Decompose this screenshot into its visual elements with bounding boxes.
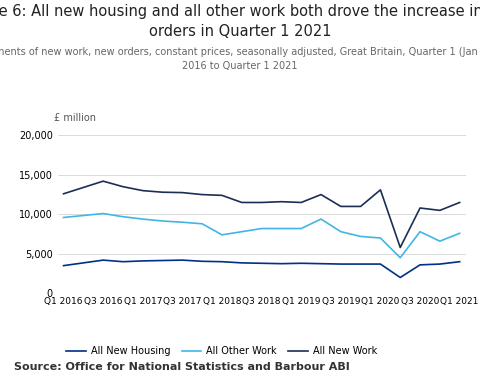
All New Housing bbox=[259, 261, 264, 265]
All Other Work bbox=[81, 213, 86, 218]
All New Work bbox=[180, 190, 185, 195]
Text: 2016 to Quarter 1 2021: 2016 to Quarter 1 2021 bbox=[182, 61, 298, 71]
All Other Work bbox=[417, 229, 423, 234]
All New Housing bbox=[239, 261, 245, 265]
All Other Work bbox=[278, 226, 284, 231]
All Other Work bbox=[259, 226, 264, 231]
All New Housing bbox=[219, 259, 225, 264]
All New Housing bbox=[160, 258, 166, 263]
All New Work bbox=[378, 188, 384, 192]
All New Work bbox=[100, 179, 106, 183]
All New Housing bbox=[120, 259, 126, 264]
All Other Work bbox=[299, 226, 304, 231]
All New Housing bbox=[437, 262, 443, 266]
All New Work bbox=[397, 245, 403, 250]
All New Work bbox=[120, 184, 126, 189]
All Other Work bbox=[397, 256, 403, 260]
Line: All New Work: All New Work bbox=[63, 181, 460, 247]
All Other Work bbox=[239, 229, 245, 234]
All New Housing bbox=[180, 258, 185, 262]
All Other Work bbox=[100, 211, 106, 216]
All New Housing bbox=[199, 259, 205, 264]
All New Housing bbox=[60, 263, 66, 268]
All New Work bbox=[239, 200, 245, 205]
All New Work bbox=[259, 200, 264, 205]
Text: Components of new work, new orders, constant prices, seasonally adjusted, Great : Components of new work, new orders, cons… bbox=[0, 47, 480, 57]
All New Work bbox=[338, 204, 344, 209]
Text: orders in Quarter 1 2021: orders in Quarter 1 2021 bbox=[149, 24, 331, 39]
All Other Work bbox=[378, 236, 384, 240]
All New Housing bbox=[81, 261, 86, 265]
All New Work bbox=[318, 192, 324, 197]
Text: Source: Office for National Statistics and Barbour ABI: Source: Office for National Statistics a… bbox=[14, 362, 350, 372]
All Other Work bbox=[160, 219, 166, 223]
All Other Work bbox=[219, 233, 225, 237]
All New Work bbox=[140, 188, 145, 193]
All Other Work bbox=[199, 221, 205, 226]
All New Housing bbox=[397, 275, 403, 280]
Legend: All New Housing, All Other Work, All New Work: All New Housing, All Other Work, All New… bbox=[62, 343, 381, 360]
All Other Work bbox=[457, 231, 463, 235]
All New Work bbox=[299, 200, 304, 205]
All New Housing bbox=[318, 261, 324, 266]
All New Housing bbox=[338, 262, 344, 266]
All New Work bbox=[60, 191, 66, 196]
All Other Work bbox=[120, 214, 126, 219]
All New Work bbox=[457, 200, 463, 205]
Line: All Other Work: All Other Work bbox=[63, 214, 460, 258]
All New Housing bbox=[278, 261, 284, 266]
All Other Work bbox=[60, 215, 66, 220]
All Other Work bbox=[338, 229, 344, 234]
All New Work bbox=[219, 193, 225, 198]
All New Work bbox=[160, 190, 166, 194]
All New Housing bbox=[417, 262, 423, 267]
All Other Work bbox=[140, 217, 145, 221]
All New Work bbox=[199, 192, 205, 197]
All New Housing bbox=[100, 258, 106, 262]
Text: £ million: £ million bbox=[53, 113, 96, 123]
All Other Work bbox=[180, 220, 185, 224]
All New Housing bbox=[299, 261, 304, 265]
All New Work bbox=[358, 204, 363, 209]
All Other Work bbox=[318, 217, 324, 221]
All New Housing bbox=[358, 262, 363, 266]
Text: Figure 6: All new housing and all other work both drove the increase in new: Figure 6: All new housing and all other … bbox=[0, 4, 480, 19]
All New Work bbox=[417, 206, 423, 210]
All New Work bbox=[278, 199, 284, 204]
All New Housing bbox=[378, 262, 384, 266]
All Other Work bbox=[437, 239, 443, 243]
Line: All New Housing: All New Housing bbox=[63, 260, 460, 277]
All New Housing bbox=[140, 259, 145, 263]
All New Housing bbox=[457, 259, 463, 264]
All New Work bbox=[437, 208, 443, 213]
All Other Work bbox=[358, 234, 363, 239]
All New Work bbox=[81, 185, 86, 190]
